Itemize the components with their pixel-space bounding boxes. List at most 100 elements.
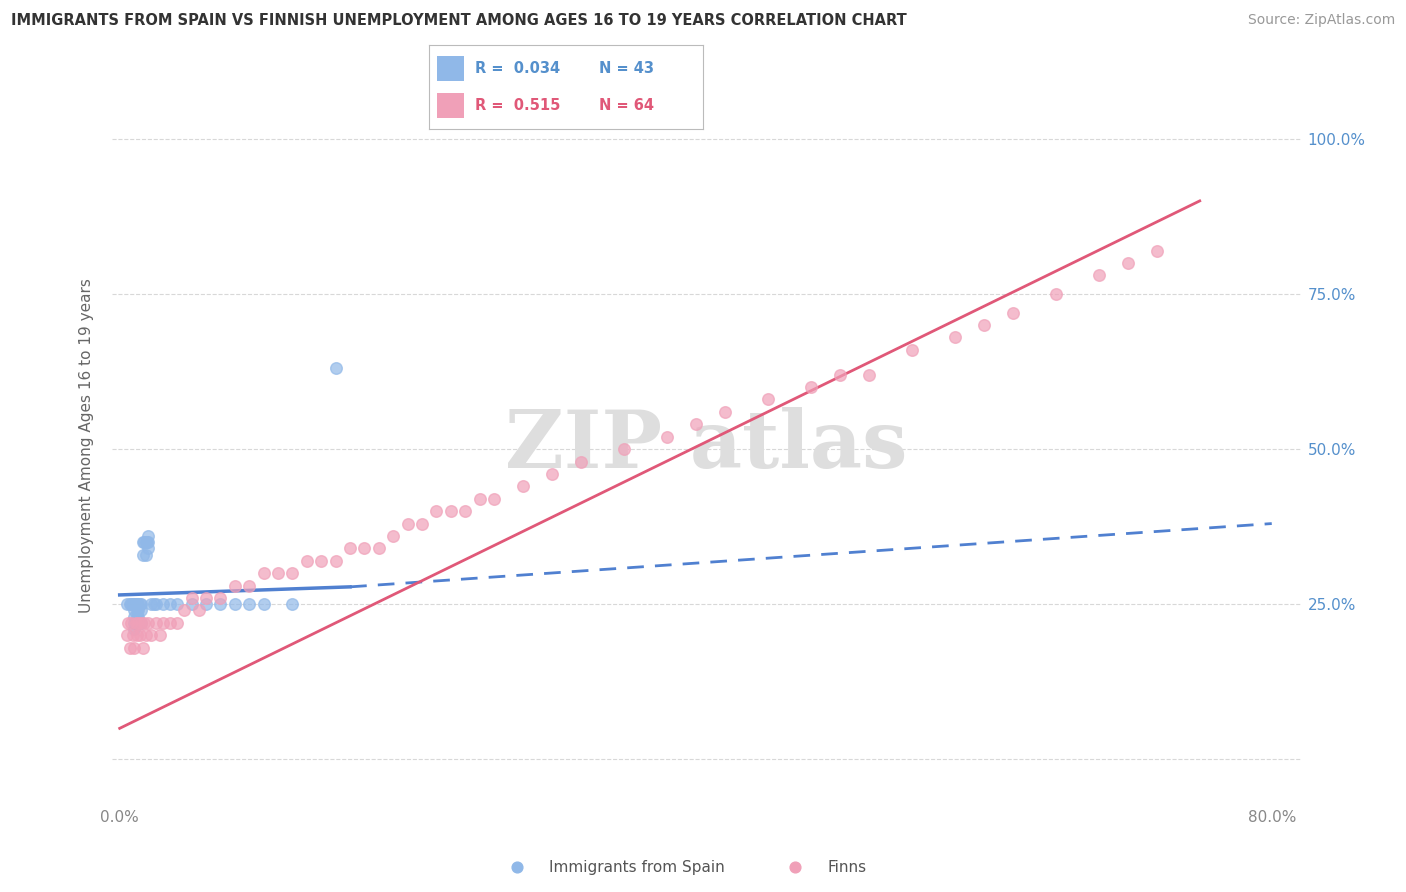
Point — [132, 535, 155, 549]
Point — [121, 597, 143, 611]
Y-axis label: Unemployment Among Ages 16 to 19 years: Unemployment Among Ages 16 to 19 years — [79, 278, 94, 614]
Point — [943, 330, 966, 344]
Text: N = 43: N = 43 — [599, 61, 654, 76]
Point — [353, 541, 375, 556]
Point — [655, 430, 678, 444]
Point — [120, 597, 142, 611]
Text: Immigrants from Spain: Immigrants from Spain — [550, 860, 725, 875]
Point — [613, 442, 636, 456]
Point — [125, 597, 148, 611]
Point — [127, 615, 149, 630]
Text: N = 64: N = 64 — [599, 98, 654, 113]
Point — [411, 516, 433, 531]
Point — [311, 554, 333, 568]
Point — [122, 597, 145, 611]
Point — [129, 597, 152, 611]
Point — [132, 548, 155, 562]
Point — [1045, 287, 1067, 301]
Point — [685, 417, 707, 432]
Point — [138, 529, 160, 543]
Point — [149, 628, 172, 642]
Point — [124, 597, 146, 611]
Point — [134, 615, 156, 630]
Point — [180, 591, 202, 605]
Point — [180, 597, 202, 611]
Point — [141, 597, 163, 611]
Point — [281, 597, 304, 611]
Point — [135, 535, 157, 549]
Point — [195, 591, 218, 605]
Point — [134, 535, 156, 549]
Point — [540, 467, 562, 481]
Point — [125, 609, 148, 624]
Point — [118, 640, 141, 655]
Point — [127, 603, 149, 617]
Bar — [437, 93, 464, 119]
Point — [115, 597, 138, 611]
Point — [1116, 256, 1139, 270]
Point — [122, 615, 145, 630]
Point — [195, 597, 218, 611]
Point — [713, 405, 735, 419]
Text: Source: ZipAtlas.com: Source: ZipAtlas.com — [1247, 13, 1395, 28]
Point — [253, 566, 276, 581]
Point — [224, 597, 246, 611]
Point — [122, 640, 145, 655]
Point — [138, 615, 160, 630]
Point — [136, 535, 159, 549]
Point — [152, 597, 174, 611]
Point — [145, 597, 167, 611]
Point — [138, 535, 160, 549]
Point — [800, 380, 823, 394]
Point — [267, 566, 290, 581]
Text: Finns: Finns — [827, 860, 866, 875]
Point — [209, 597, 232, 611]
Point — [127, 609, 149, 624]
Point — [122, 603, 145, 617]
Point — [281, 566, 304, 581]
Point — [900, 343, 922, 357]
Point — [125, 603, 148, 617]
Point — [1088, 268, 1111, 283]
Point — [132, 640, 155, 655]
Point — [858, 368, 880, 382]
Point — [125, 628, 148, 642]
Point — [127, 597, 149, 611]
Point — [973, 318, 995, 332]
Text: R =  0.515: R = 0.515 — [475, 98, 561, 113]
Point — [129, 615, 152, 630]
Point — [482, 491, 505, 506]
Point — [159, 615, 181, 630]
Point — [166, 597, 188, 611]
Point — [339, 541, 361, 556]
Point — [238, 597, 260, 611]
Point — [756, 392, 779, 407]
Point — [118, 597, 141, 611]
Text: ZIP atlas: ZIP atlas — [505, 407, 908, 485]
Point — [224, 579, 246, 593]
Point — [367, 541, 389, 556]
Text: IMMIGRANTS FROM SPAIN VS FINNISH UNEMPLOYMENT AMONG AGES 16 TO 19 YEARS CORRELAT: IMMIGRANTS FROM SPAIN VS FINNISH UNEMPLO… — [11, 13, 907, 29]
Point — [135, 548, 157, 562]
Point — [440, 504, 463, 518]
Point — [129, 603, 152, 617]
Point — [152, 615, 174, 630]
Point — [1146, 244, 1168, 258]
Text: R =  0.034: R = 0.034 — [475, 61, 561, 76]
Point — [506, 860, 529, 874]
Point — [138, 541, 160, 556]
Point — [382, 529, 405, 543]
Point — [1001, 305, 1024, 319]
Point — [117, 615, 139, 630]
Point — [166, 615, 188, 630]
Point — [128, 597, 150, 611]
Point — [145, 615, 167, 630]
Point — [173, 603, 195, 617]
Point — [512, 479, 534, 493]
Point — [468, 491, 491, 506]
Point — [122, 609, 145, 624]
Point — [124, 615, 146, 630]
Point — [454, 504, 477, 518]
Point — [325, 554, 347, 568]
Point — [122, 622, 145, 636]
